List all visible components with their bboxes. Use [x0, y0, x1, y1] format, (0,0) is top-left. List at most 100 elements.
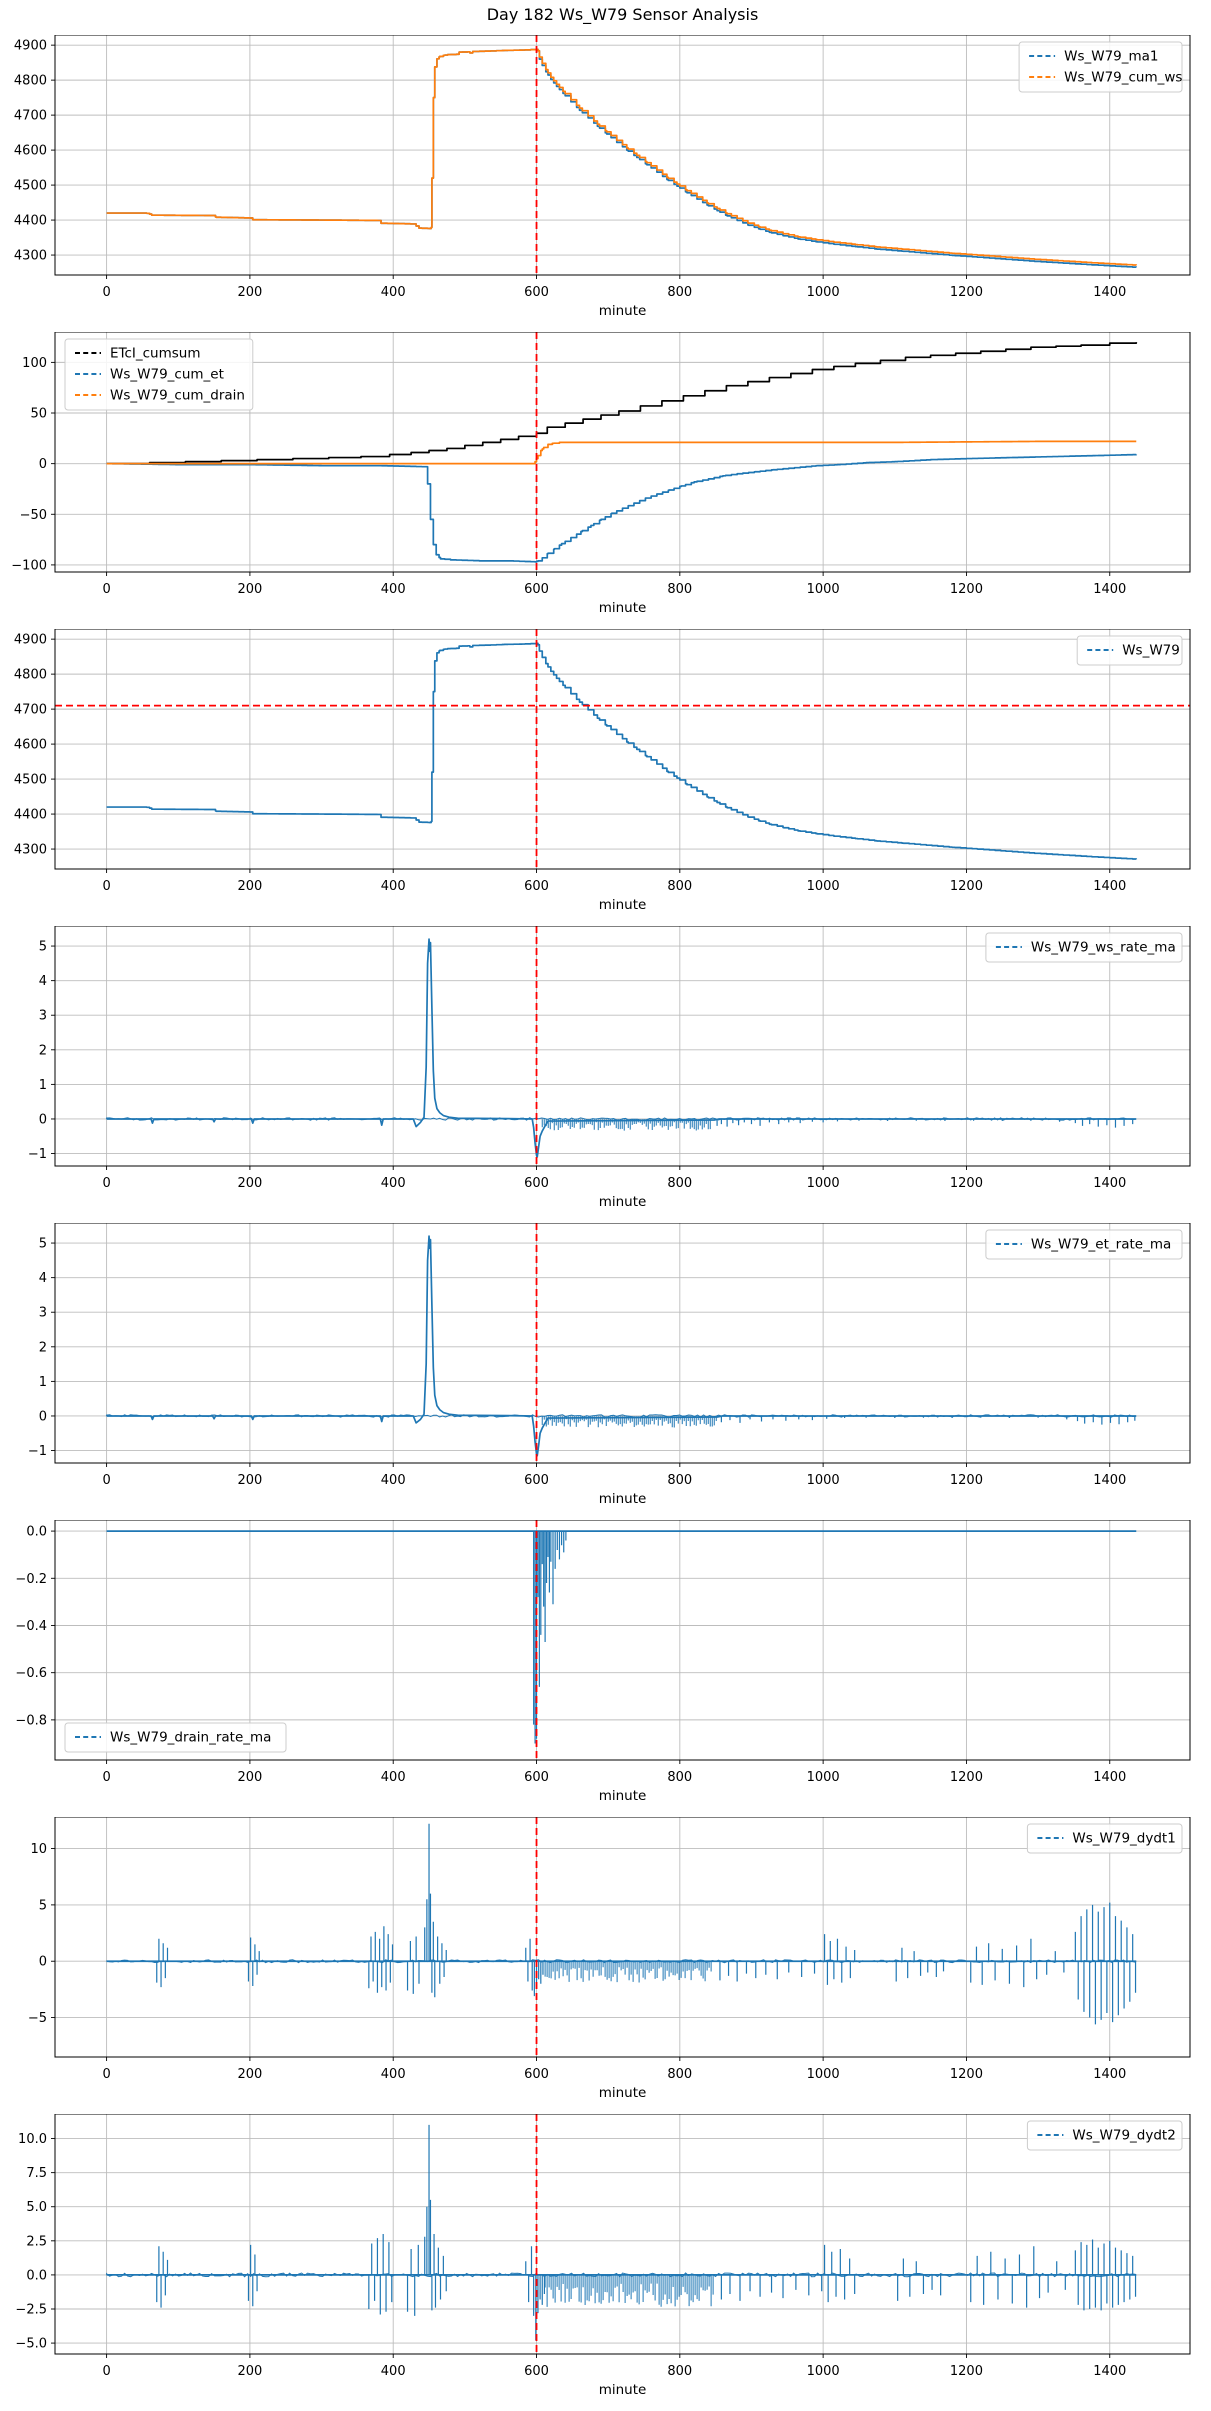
- svg-text:4700: 4700: [14, 109, 47, 124]
- svg-text:600: 600: [524, 1176, 549, 1191]
- tick-labels: −5 0 5 10 0 200 400 600 800 1000 1200 1400 minute: [28, 1842, 1126, 2101]
- svg-text:Ws_W79: Ws_W79: [1122, 643, 1180, 659]
- grid: [55, 1817, 1190, 2057]
- subplot-3-ws-w79-threshold: 4300 4400 4500 4600 4700 4800 4900 0 200 400 600 80…: [0, 628, 1211, 930]
- svg-text:200: 200: [237, 582, 262, 597]
- svg-text:1000: 1000: [807, 2364, 840, 2379]
- svg-text:4300: 4300: [14, 249, 47, 264]
- svg-text:200: 200: [237, 1176, 262, 1191]
- dense-band: [541, 1416, 717, 1428]
- svg-text:−5: −5: [28, 2011, 47, 2026]
- series: [106, 1235, 1137, 1457]
- svg-text:Ws_W79_drain_rate_ma: Ws_W79_drain_rate_ma: [110, 1730, 271, 1746]
- series: [106, 1823, 1137, 2025]
- baseline-noise: [106, 1414, 1136, 1418]
- series: [106, 642, 1138, 860]
- svg-text:4900: 4900: [14, 633, 47, 648]
- svg-text:4600: 4600: [14, 738, 47, 753]
- x-axis-label: minute: [599, 1788, 647, 1804]
- svg-text:1400: 1400: [1093, 285, 1126, 300]
- svg-text:0: 0: [39, 1112, 47, 1127]
- svg-text:800: 800: [667, 2067, 692, 2082]
- svg-text:Ws_W79_et_rate_ma: Ws_W79_et_rate_ma: [1031, 1237, 1171, 1253]
- svg-text:2.5: 2.5: [26, 2234, 47, 2249]
- svg-text:4900: 4900: [14, 39, 47, 54]
- svg-text:1200: 1200: [950, 1176, 983, 1191]
- svg-text:ETcI_cumsum: ETcI_cumsum: [110, 346, 201, 362]
- svg-text:0.0: 0.0: [26, 2268, 47, 2283]
- svg-text:1200: 1200: [950, 1770, 983, 1785]
- svg-text:1000: 1000: [807, 285, 840, 300]
- tick-labels: 4300 4400 4500 4600 4700 4800 4900 0 200 400 600 80…: [14, 39, 1126, 319]
- svg-text:200: 200: [237, 1473, 262, 1488]
- svg-text:0: 0: [39, 1955, 47, 1970]
- svg-text:−0.2: −0.2: [15, 1572, 47, 1587]
- x-axis-label: minute: [599, 303, 647, 319]
- axes-border: [54, 1519, 1191, 1761]
- svg-text:200: 200: [237, 285, 262, 300]
- svg-text:100: 100: [22, 356, 47, 371]
- svg-text:1000: 1000: [807, 2067, 840, 2082]
- svg-text:200: 200: [237, 1770, 262, 1785]
- spikes: [720, 1415, 1136, 1425]
- svg-text:400: 400: [381, 582, 406, 597]
- svg-text:800: 800: [667, 1176, 692, 1191]
- svg-text:1400: 1400: [1093, 2364, 1126, 2379]
- dense-band: [541, 1119, 711, 1131]
- svg-text:0: 0: [39, 457, 47, 472]
- svg-text:600: 600: [524, 285, 549, 300]
- legend: Ws_W79_ws_rate_ma: [985, 932, 1183, 963]
- subplot-svg-ws-w79-threshold: 4300 4400 4500 4600 4700 4800 4900 0 200 400 600 80…: [14, 628, 1191, 913]
- x-axis-label: minute: [599, 2382, 647, 2398]
- svg-text:Ws_W79_dydt2: Ws_W79_dydt2: [1072, 2128, 1175, 2144]
- tick-labels: −1 0 1 2 3 4 5 0 200 400 600 800 1000 1200 1400 minute: [28, 1237, 1126, 1507]
- svg-text:800: 800: [667, 582, 692, 597]
- svg-text:200: 200: [237, 2067, 262, 2082]
- legend: Ws_W79_dydt2: [1026, 2120, 1183, 2151]
- svg-text:1200: 1200: [950, 285, 983, 300]
- svg-text:4400: 4400: [14, 214, 47, 229]
- subplot-6-drain-rate-ma: −0.8 −0.6 −0.4 −0.2 0.0 0 200 400 600 800 1000 1200…: [0, 1519, 1211, 1821]
- svg-text:1400: 1400: [1093, 2067, 1126, 2082]
- axes-border: [54, 628, 1191, 870]
- spikes: [533, 1531, 567, 1744]
- svg-text:600: 600: [524, 2067, 549, 2082]
- svg-text:800: 800: [667, 1473, 692, 1488]
- svg-text:4800: 4800: [14, 74, 47, 89]
- chart-title: Day 182 Ws_W79 Sensor Analysis: [486, 5, 759, 24]
- svg-text:4: 4: [39, 974, 47, 989]
- svg-text:10: 10: [30, 1842, 47, 1857]
- subplot-5-et-rate-ma: −1 0 1 2 3 4 5 0 200 400 600 800 1000 1200 1400 minute W…: [0, 1222, 1211, 1524]
- svg-text:4300: 4300: [14, 843, 47, 858]
- legend: Ws_W79_et_rate_ma: [985, 1229, 1183, 1260]
- svg-text:1400: 1400: [1093, 1176, 1126, 1191]
- subplot-8-dydt2: −5.0 −2.5 0.0 2.5 5.0 7.5 10.0 0 200 400 600 800 100…: [0, 2113, 1211, 2411]
- svg-text:1: 1: [39, 1375, 47, 1390]
- svg-text:600: 600: [524, 2364, 549, 2379]
- svg-text:1400: 1400: [1093, 582, 1126, 597]
- svg-text:Ws_W79_dydt1: Ws_W79_dydt1: [1072, 1831, 1175, 1847]
- svg-text:2: 2: [39, 1340, 47, 1355]
- svg-text:1000: 1000: [807, 879, 840, 894]
- svg-text:400: 400: [381, 1473, 406, 1488]
- series: [106, 342, 1138, 563]
- svg-text:4600: 4600: [14, 144, 47, 159]
- series: [106, 2124, 1137, 2341]
- svg-text:−100: −100: [11, 558, 47, 573]
- dense-band: [544, 1961, 712, 1983]
- svg-text:4700: 4700: [14, 703, 47, 718]
- legend: ETcI_cumsum Ws_W79_cum_et Ws_W79_cum_drain: [64, 338, 254, 411]
- svg-text:400: 400: [381, 1770, 406, 1785]
- svg-text:0: 0: [102, 1770, 110, 1785]
- svg-text:0: 0: [102, 2067, 110, 2082]
- svg-text:1: 1: [39, 1078, 47, 1093]
- svg-text:3: 3: [39, 1306, 47, 1321]
- axes-border: [54, 34, 1191, 276]
- svg-text:0: 0: [102, 1473, 110, 1488]
- svg-text:600: 600: [524, 582, 549, 597]
- subplot-2-cumulative-et-drain: −100 −50 0 50 100 0 200 400 600 800 1000 1200 1400 mi…: [0, 331, 1211, 633]
- svg-text:4: 4: [39, 1271, 47, 1286]
- x-axis-label: minute: [599, 1491, 647, 1507]
- svg-text:0: 0: [102, 285, 110, 300]
- svg-text:200: 200: [237, 879, 262, 894]
